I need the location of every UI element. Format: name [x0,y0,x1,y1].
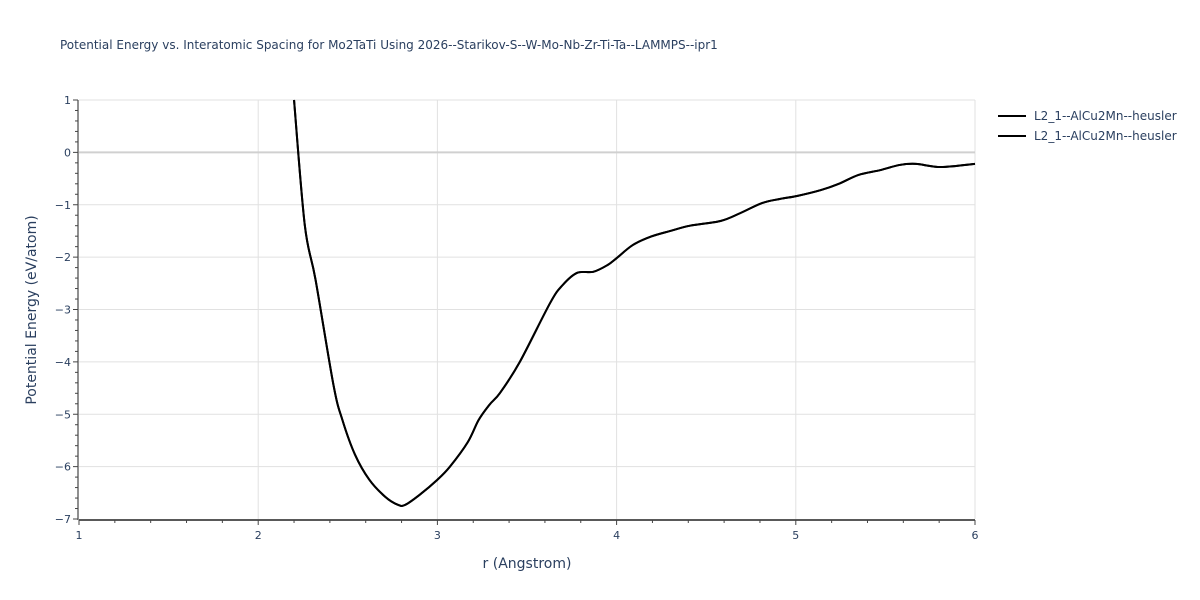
svg-text:0: 0 [64,146,71,159]
line-swatch-icon [998,135,1026,137]
data-lines [293,99,976,507]
svg-text:−7: −7 [55,513,71,526]
series-line [293,99,976,507]
legend-item-1[interactable]: L2_1--AlCu2Mn--heusler [998,106,1177,126]
legend-item-2[interactable]: L2_1--AlCu2Mn--heusler [998,126,1177,146]
legend: L2_1--AlCu2Mn--heusler L2_1--AlCu2Mn--he… [998,106,1177,146]
svg-text:−3: −3 [55,304,71,317]
svg-text:−1: −1 [55,199,71,212]
gridlines [79,99,976,519]
svg-text:−6: −6 [55,461,71,474]
y-axis-title: Potential Energy (eV/atom) [24,215,40,404]
svg-text:−4: −4 [55,356,71,369]
series-line [293,99,976,507]
chart-title: Potential Energy vs. Interatomic Spacing… [60,38,718,52]
svg-text:3: 3 [434,529,441,542]
svg-text:1: 1 [64,94,71,107]
legend-label: L2_1--AlCu2Mn--heusler [1034,109,1177,123]
svg-text:−5: −5 [55,408,71,421]
tick-labels: 1 2 3 4 5 6 1 0 −1 −2 −3 −4 −5 −6 −7 [55,94,979,542]
legend-label: L2_1--AlCu2Mn--heusler [1034,129,1177,143]
line-swatch-icon [998,115,1026,117]
axes [73,99,976,525]
svg-text:−2: −2 [55,251,71,264]
svg-text:1: 1 [76,529,83,542]
svg-text:5: 5 [792,529,799,542]
svg-text:4: 4 [613,529,620,542]
x-axis-title: r (Angstrom) [483,556,572,572]
svg-text:6: 6 [972,529,979,542]
svg-text:2: 2 [255,529,262,542]
